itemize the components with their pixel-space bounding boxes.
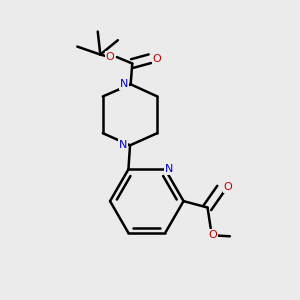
Text: O: O	[208, 230, 217, 240]
Text: O: O	[106, 52, 114, 62]
Text: O: O	[152, 54, 161, 64]
Text: N: N	[119, 140, 127, 150]
Text: N: N	[119, 79, 128, 89]
Text: N: N	[165, 164, 173, 174]
Text: O: O	[224, 182, 232, 192]
